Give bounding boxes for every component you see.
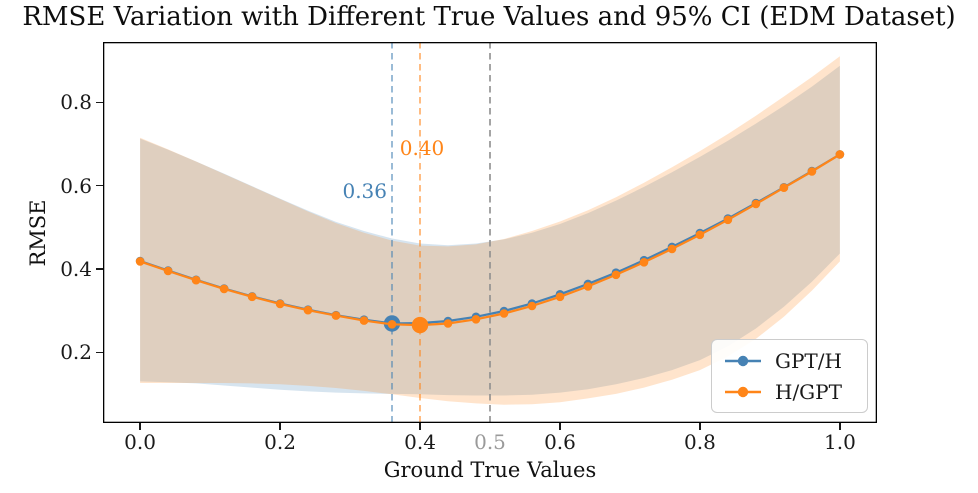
- y-tick-label-0.6: 0.6: [60, 173, 92, 198]
- chart-title: RMSE Variation with Different True Value…: [22, 2, 956, 32]
- x-tick-label-0.5: 0.5: [474, 430, 506, 454]
- marker-h-gpt: [695, 230, 705, 240]
- x-tick-label-0.2: 0.2: [264, 430, 296, 454]
- x-tick-label-0.6: 0.6: [544, 430, 576, 454]
- marker-h-gpt: [555, 292, 565, 302]
- ci-band-h-gpt: [140, 56, 840, 405]
- marker-h-gpt: [247, 292, 257, 302]
- marker-h-gpt: [191, 275, 201, 285]
- x-tick-label-0.4: 0.4: [404, 430, 436, 454]
- legend-label-gpt-h: GPT/H: [775, 348, 842, 373]
- marker-h-gpt: [499, 309, 509, 318]
- marker-h-gpt: [751, 199, 761, 209]
- marker-h-gpt: [611, 270, 621, 280]
- x-axis-label: Ground True Values: [383, 458, 597, 482]
- x-tick-label-1.0: 1.0: [824, 430, 856, 454]
- y-tick-mark-0.4: [95, 268, 103, 270]
- marker-h-gpt: [359, 316, 369, 325]
- marker-h-gpt: [527, 301, 537, 311]
- marker-h-gpt: [331, 311, 341, 320]
- legend-label-h-gpt: H/GPT: [775, 379, 842, 404]
- marker-h-gpt: [583, 282, 593, 291]
- x-tick-mark-0.2: [279, 423, 281, 430]
- marker-h-gpt: [275, 299, 285, 309]
- y-tick-label-0.2: 0.2: [60, 340, 92, 365]
- y-tick-mark-0.2: [95, 351, 103, 353]
- marker-h-gpt: [443, 319, 453, 328]
- plot-canvas: 0.36 0.40: [102, 41, 878, 424]
- marker-h-gpt: [667, 244, 677, 254]
- x-tick-mark-0.4: [419, 423, 421, 430]
- x-tick-label-0.8: 0.8: [684, 430, 716, 454]
- marker-h-gpt: [835, 150, 845, 159]
- series-h-gpt: [135, 150, 845, 334]
- plot-area: 0.36 0.40: [102, 41, 878, 424]
- x-tick-mark-0.0: [139, 423, 141, 430]
- y-tick-mark-0.6: [95, 184, 103, 187]
- marker-h-gpt: [303, 305, 313, 315]
- legend-line-marker-sample-orange: [725, 386, 761, 397]
- marker-h-gpt-min: [411, 316, 429, 334]
- ci-band-gpt-h: [140, 65, 840, 396]
- marker-h-gpt: [219, 284, 229, 294]
- y-tick-mark-0.8: [95, 101, 103, 104]
- marker-h-gpt: [471, 315, 481, 324]
- legend-line-marker-sample-blue: [725, 355, 761, 366]
- y-tick-label-0.4: 0.4: [60, 256, 92, 281]
- marker-h-gpt: [723, 215, 733, 225]
- x-tick-mark-1.0: [839, 423, 841, 430]
- y-tick-label-0.8: 0.8: [60, 90, 92, 115]
- x-tick-mark-0.6: [559, 423, 561, 430]
- axes-spines: [102, 41, 878, 424]
- x-tick-mark-0.8: [699, 423, 701, 430]
- legend-item-h-gpt: H/GPT: [724, 382, 855, 402]
- marker-h-gpt: [807, 167, 817, 176]
- legend-item-gpt-h: GPT/H: [724, 351, 855, 371]
- annotation-0.40: 0.40: [400, 136, 445, 160]
- annotation-0.36: 0.36: [342, 179, 387, 203]
- marker-h-gpt: [387, 320, 397, 329]
- x-tick-label-0.0: 0.0: [124, 430, 156, 454]
- marker-h-gpt: [779, 183, 789, 192]
- marker-h-gpt: [639, 258, 649, 267]
- marker-h-gpt: [135, 257, 145, 266]
- marker-h-gpt: [163, 266, 173, 276]
- legend: GPT/H H/GPT: [711, 339, 868, 413]
